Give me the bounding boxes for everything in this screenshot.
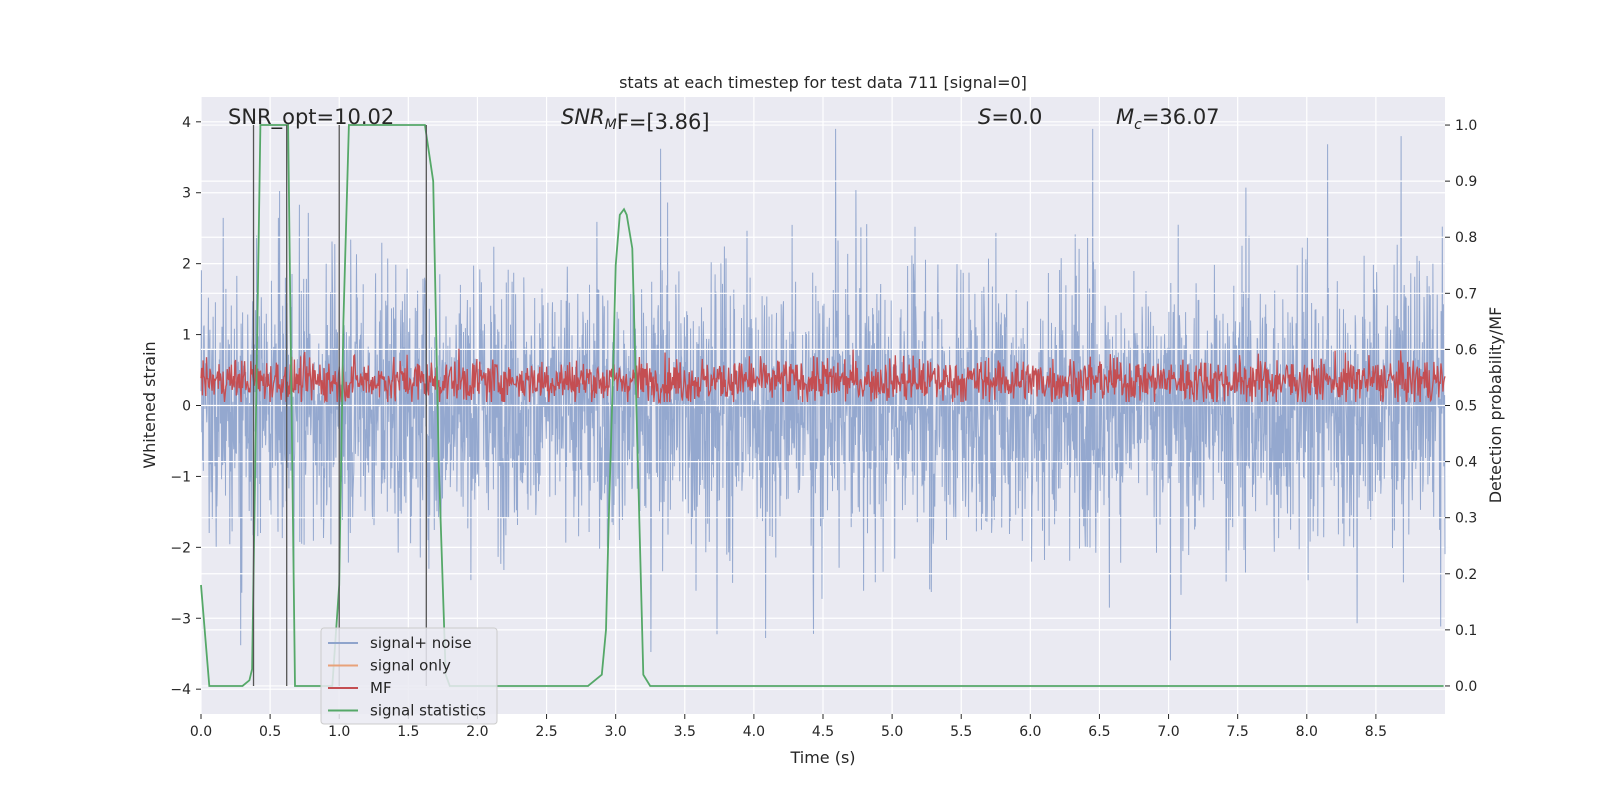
x-tick-label: 8.0 — [1296, 724, 1318, 740]
y-axis-ticks: 4 3 2 1 0 −1 −2 −3 −4 — [170, 115, 201, 698]
y2-tick-label: 0.0 — [1455, 679, 1477, 695]
mf-trace — [200, 348, 1446, 405]
y-tick-label: 3 — [182, 186, 191, 202]
chart-title: stats at each timestep for test data 711… — [619, 73, 1027, 92]
y-tick-label: −2 — [170, 540, 191, 556]
signal-plus-noise-trace — [200, 128, 1446, 661]
snr-mf-annotation: SNRMF=[3.86] — [561, 105, 710, 134]
x-tick-label: 5.0 — [881, 724, 903, 740]
x-tick-label: 1.5 — [397, 724, 419, 740]
mf-line — [200, 348, 1446, 405]
y-tick-label: 1 — [182, 328, 191, 344]
x-tick-label: 0.0 — [190, 724, 212, 740]
mc-annotation: Mc=36.07 — [1116, 105, 1220, 133]
y2-tick-label: 0.1 — [1455, 623, 1477, 639]
x-tick-label: 6.5 — [1088, 724, 1110, 740]
legend-label: signal+ noise — [370, 634, 472, 652]
signal-statistics-trace — [200, 124, 1444, 687]
snr-mf-subscript: M — [605, 117, 617, 133]
y-tick-label: 0 — [182, 399, 191, 415]
legend-label: MF — [370, 679, 392, 697]
x-tick-label: 6.0 — [1019, 724, 1041, 740]
legend-label: signal statistics — [370, 702, 486, 720]
s-annotation: S=0.0 — [978, 105, 1042, 129]
y-tick-label: −4 — [170, 682, 191, 698]
y2-axis-label: Detection probability/MF — [1486, 307, 1505, 504]
x-tick-label: 4.5 — [812, 724, 834, 740]
y-tick-label: 2 — [182, 257, 191, 273]
y2-tick-label: 0.4 — [1455, 455, 1477, 471]
y2-tick-label: 0.7 — [1455, 286, 1477, 302]
legend: signal+ noise signal only MF signal statist… — [320, 627, 498, 725]
legend-label: signal only — [370, 657, 451, 675]
snr-opt-annotation: SNR_opt=10.02 — [228, 105, 394, 130]
x-tick-label: 0.5 — [259, 724, 281, 740]
x-tick-label: 5.5 — [950, 724, 972, 740]
legend-items: signal+ noise signal only MF signal statist… — [328, 634, 486, 720]
snr-mf-value: F=[3.86] — [617, 110, 710, 134]
s-main: S — [978, 105, 991, 129]
snr-mf-main: SNR — [561, 105, 605, 129]
legend-box — [320, 627, 498, 725]
x-tick-label: 8.5 — [1365, 724, 1387, 740]
y-tick-label: −1 — [170, 469, 191, 485]
y-axis-label: Whitened strain — [140, 341, 159, 468]
x-axis-ticks: 0.0 0.5 1.0 1.5 2.0 2.5 3.0 3.5 4.0 4.5 5.0 5.5 6.0 6… — [190, 714, 1387, 740]
x-tick-label: 7.0 — [1157, 724, 1179, 740]
signal-statistics-line — [200, 124, 1444, 687]
x-tick-label: 2.5 — [535, 724, 557, 740]
y2-tick-label: 1.0 — [1455, 118, 1477, 134]
signal-plus-noise-line — [200, 128, 1446, 661]
s-value: =0.0 — [991, 105, 1042, 129]
y2-tick-label: 0.9 — [1455, 174, 1477, 190]
mc-main: M — [1116, 105, 1134, 129]
x-tick-label: 1.0 — [328, 724, 350, 740]
mc-value: =36.07 — [1142, 105, 1220, 129]
y2-tick-label: 0.5 — [1455, 399, 1477, 415]
mc-subscript: c — [1134, 117, 1142, 133]
y2-tick-label: 0.3 — [1455, 511, 1477, 527]
x-axis-label: Time (s) — [789, 748, 855, 767]
y-tick-label: 4 — [182, 115, 191, 131]
x-tick-label: 7.5 — [1227, 724, 1249, 740]
x-tick-label: 3.5 — [674, 724, 696, 740]
y2-tick-label: 0.2 — [1455, 567, 1477, 583]
y-tick-label: −3 — [170, 611, 191, 627]
y2-tick-label: 0.8 — [1455, 230, 1477, 246]
vertical-markers — [252, 125, 427, 686]
y2-axis-ticks: 1.0 0.9 0.8 0.7 0.6 0.5 0.4 0.3 0.2 0.1 0.0 — [1445, 118, 1477, 695]
y2-tick-label: 0.6 — [1455, 342, 1477, 358]
x-tick-label: 2.0 — [466, 724, 488, 740]
x-tick-label: 3.0 — [605, 724, 627, 740]
x-tick-label: 4.0 — [743, 724, 765, 740]
